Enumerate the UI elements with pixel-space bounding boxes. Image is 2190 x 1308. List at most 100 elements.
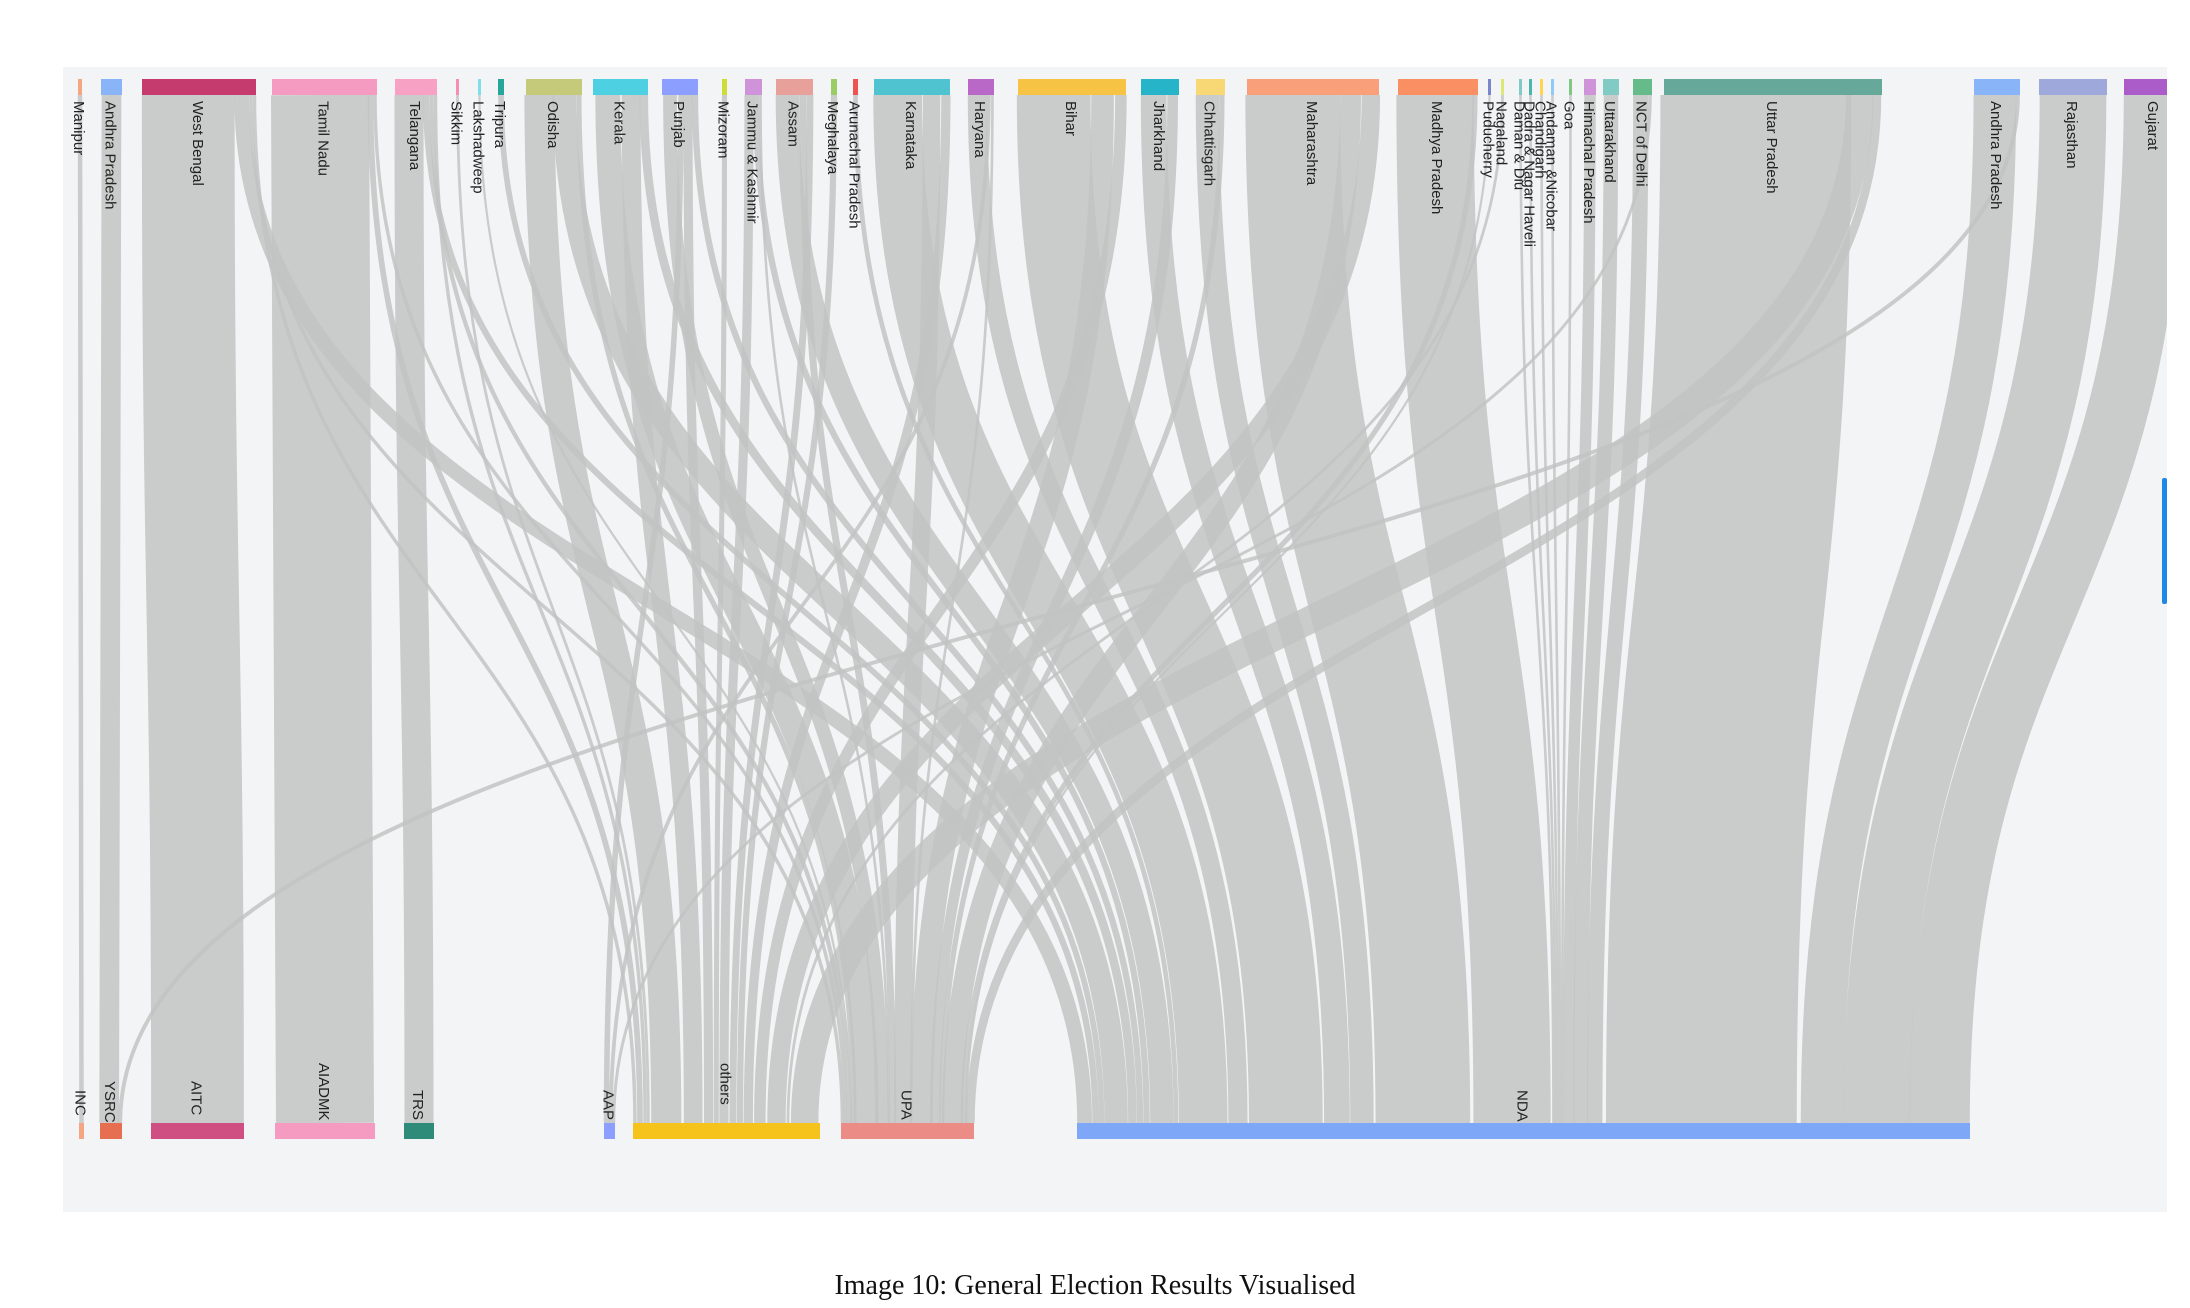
- state-node[interactable]: [745, 79, 762, 95]
- flow-link[interactable]: [429, 94, 851, 1124]
- flow-link[interactable]: [639, 94, 1137, 1124]
- flow-link[interactable]: [754, 94, 1127, 1124]
- party-node[interactable]: [79, 1123, 84, 1139]
- flow-link[interactable]: [909, 94, 994, 1124]
- state-node[interactable]: [272, 79, 377, 95]
- party-node[interactable]: [404, 1123, 434, 1139]
- flow-link[interactable]: [77, 94, 84, 1124]
- party-node[interactable]: [633, 1123, 820, 1139]
- party-node[interactable]: [275, 1123, 375, 1139]
- flow-link[interactable]: [910, 94, 1114, 1124]
- party-label: AIADMK: [315, 1063, 332, 1121]
- state-node[interactable]: [2124, 79, 2167, 95]
- flow-link[interactable]: [394, 94, 434, 1124]
- flow-link[interactable]: [1529, 94, 1557, 1124]
- flow-link[interactable]: [576, 94, 857, 1124]
- flow-link[interactable]: [786, 94, 1504, 1124]
- state-node[interactable]: [1551, 79, 1554, 95]
- flow-link[interactable]: [1519, 94, 1555, 1124]
- state-node[interactable]: [526, 79, 582, 95]
- state-node[interactable]: [1141, 79, 1179, 95]
- party-label: YSRC: [101, 1081, 118, 1123]
- state-node[interactable]: [1247, 79, 1379, 95]
- state-node[interactable]: [662, 79, 698, 95]
- party-node[interactable]: [100, 1123, 122, 1139]
- flow-link[interactable]: [1551, 94, 1562, 1124]
- state-node[interactable]: [101, 79, 122, 95]
- flow-link[interactable]: [713, 94, 728, 1124]
- figure-caption: Image 10: General Election Results Visua…: [834, 1270, 1356, 1301]
- flow-link[interactable]: [1016, 94, 1323, 1124]
- state-node[interactable]: [1540, 79, 1543, 95]
- state-node[interactable]: [1633, 79, 1652, 95]
- flow-link[interactable]: [99, 94, 122, 1124]
- flow-link[interactable]: [719, 94, 754, 1124]
- state-label: Meghalaya: [824, 101, 841, 175]
- state-node[interactable]: [853, 79, 858, 95]
- flow-link[interactable]: [621, 94, 703, 1124]
- flow-link[interactable]: [967, 94, 1248, 1124]
- flow-link[interactable]: [367, 94, 643, 1124]
- flow-link[interactable]: [1396, 94, 1551, 1124]
- flow-link[interactable]: [1195, 94, 1374, 1124]
- state-node[interactable]: [1569, 79, 1572, 95]
- flow-link[interactable]: [1560, 94, 1572, 1124]
- flow-link[interactable]: [612, 94, 1652, 1124]
- state-node[interactable]: [593, 79, 648, 95]
- state-node[interactable]: [78, 79, 82, 95]
- state-node[interactable]: [395, 79, 437, 95]
- state-node[interactable]: [776, 79, 813, 95]
- state-node[interactable]: [1664, 79, 1882, 95]
- flow-link[interactable]: [790, 94, 1874, 1124]
- flow-link[interactable]: [608, 94, 991, 1124]
- flow-link[interactable]: [1605, 94, 1852, 1124]
- state-node[interactable]: [1584, 79, 1596, 95]
- state-node[interactable]: [968, 79, 994, 95]
- flow-link[interactable]: [1140, 94, 1350, 1124]
- flow-link[interactable]: [929, 94, 1178, 1124]
- state-node[interactable]: [1398, 79, 1478, 95]
- flow-link[interactable]: [683, 94, 714, 1124]
- state-node[interactable]: [1603, 79, 1619, 95]
- party-node[interactable]: [151, 1123, 244, 1139]
- state-node[interactable]: [1974, 79, 2020, 95]
- state-node[interactable]: [831, 79, 837, 95]
- state-node[interactable]: [722, 79, 727, 95]
- state-label: Kerala: [611, 101, 628, 145]
- flow-link[interactable]: [271, 94, 374, 1124]
- flow-link[interactable]: [1800, 94, 2017, 1124]
- flow-link[interactable]: [960, 94, 1478, 1124]
- flow-link[interactable]: [141, 94, 244, 1124]
- flow-link[interactable]: [1573, 94, 1619, 1124]
- party-node[interactable]: [841, 1123, 974, 1139]
- state-node[interactable]: [1488, 79, 1491, 95]
- flow-link[interactable]: [603, 94, 684, 1124]
- state-node[interactable]: [498, 79, 504, 95]
- flow-link[interactable]: [1587, 94, 1649, 1124]
- flow-link[interactable]: [524, 94, 682, 1124]
- scrollbar-thumb[interactable]: [2162, 478, 2167, 604]
- state-node[interactable]: [1501, 79, 1504, 95]
- flow-link[interactable]: [966, 94, 1882, 1124]
- flow-link[interactable]: [1909, 94, 2167, 1124]
- flow-link[interactable]: [1843, 94, 2107, 1124]
- state-node[interactable]: [1519, 79, 1522, 95]
- flow-link[interactable]: [743, 94, 951, 1124]
- state-label: Telangana: [406, 101, 423, 171]
- flow-link[interactable]: [736, 94, 838, 1124]
- flow-link[interactable]: [456, 94, 650, 1124]
- party-node[interactable]: [604, 1123, 615, 1139]
- state-node[interactable]: [1018, 79, 1126, 95]
- flow-link[interactable]: [1540, 94, 1560, 1124]
- state-node[interactable]: [1196, 79, 1225, 95]
- state-node[interactable]: [478, 79, 481, 95]
- state-node[interactable]: [874, 79, 950, 95]
- flow-link[interactable]: [729, 94, 814, 1124]
- state-node[interactable]: [2039, 79, 2107, 95]
- state-node[interactable]: [142, 79, 256, 95]
- party-node[interactable]: [1077, 1123, 1970, 1139]
- state-node[interactable]: [456, 79, 459, 95]
- flow-link[interactable]: [422, 94, 1099, 1124]
- flow-link[interactable]: [118, 94, 2020, 1124]
- state-node[interactable]: [1529, 79, 1532, 95]
